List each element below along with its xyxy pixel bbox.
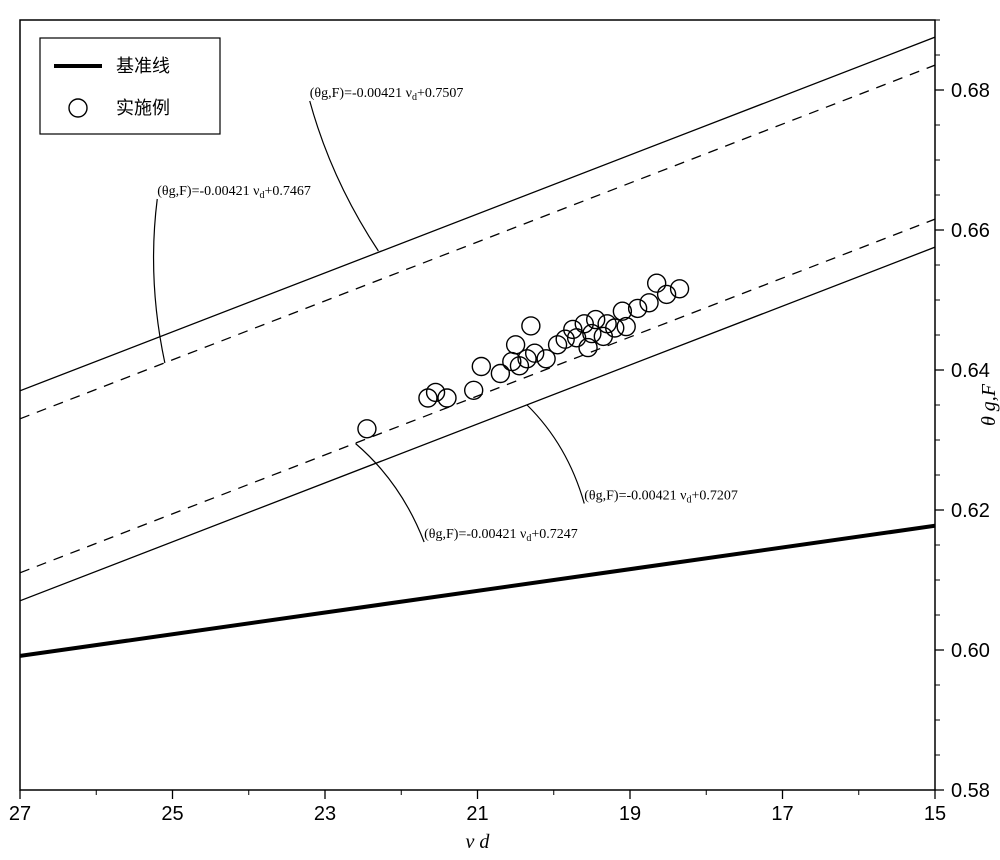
x-axis-title: ν d bbox=[466, 831, 491, 853]
y-tick-label: 0.68 bbox=[951, 80, 990, 102]
equation-label: (θg,F)=-0.00421 νd+0.7207 bbox=[584, 489, 738, 506]
x-tick-label: 19 bbox=[619, 803, 641, 825]
y-axis-title: θ g,F bbox=[978, 383, 1000, 426]
scatter-group bbox=[358, 274, 689, 438]
equation-label: (θg,F)=-0.00421 νd+0.7507 bbox=[310, 86, 464, 103]
y-tick-label: 0.60 bbox=[951, 640, 990, 662]
x-tick-label: 15 bbox=[924, 803, 946, 825]
data-point bbox=[522, 317, 540, 335]
y-tick-label: 0.66 bbox=[951, 220, 990, 242]
data-point bbox=[617, 318, 635, 336]
plot-frame bbox=[20, 20, 935, 790]
equation-label: (θg,F)=-0.00421 νd+0.7467 bbox=[157, 184, 311, 201]
line-lower_dashed bbox=[20, 219, 935, 573]
data-point bbox=[438, 389, 456, 407]
x-tick-label: 21 bbox=[466, 803, 488, 825]
data-point bbox=[594, 327, 612, 345]
legend-label: 基准线 bbox=[116, 56, 170, 76]
line-lower_solid bbox=[20, 247, 935, 601]
x-tick-label: 23 bbox=[314, 803, 336, 825]
x-tick-label: 17 bbox=[771, 803, 793, 825]
y-tick-label: 0.62 bbox=[951, 500, 990, 522]
equation-leader bbox=[310, 101, 379, 251]
y-tick-label: 0.64 bbox=[951, 360, 990, 382]
optical-glass-chart: 27 25 23 21 19 17 15 ν d 0.58 0.60 0.62 0.64 0.66 0.6… bbox=[0, 0, 1000, 860]
data-point bbox=[472, 358, 490, 376]
y-tick-label: 0.58 bbox=[951, 780, 990, 802]
data-point bbox=[465, 381, 483, 399]
data-point bbox=[640, 294, 658, 312]
data-point bbox=[491, 365, 509, 383]
x-tick-label: 27 bbox=[9, 803, 31, 825]
x-tick-label: 25 bbox=[161, 803, 183, 825]
legend-label: 实施例 bbox=[116, 98, 170, 118]
data-point bbox=[358, 420, 376, 438]
data-point bbox=[648, 274, 666, 292]
chart-svg: 27 25 23 21 19 17 15 ν d 0.58 0.60 0.62 0.64 0.66 0.6… bbox=[0, 0, 1000, 860]
equation-leader bbox=[527, 405, 584, 504]
equation-label: (θg,F)=-0.00421 νd+0.7247 bbox=[424, 527, 578, 544]
legend-box bbox=[40, 38, 220, 134]
line-baseline bbox=[20, 526, 935, 656]
